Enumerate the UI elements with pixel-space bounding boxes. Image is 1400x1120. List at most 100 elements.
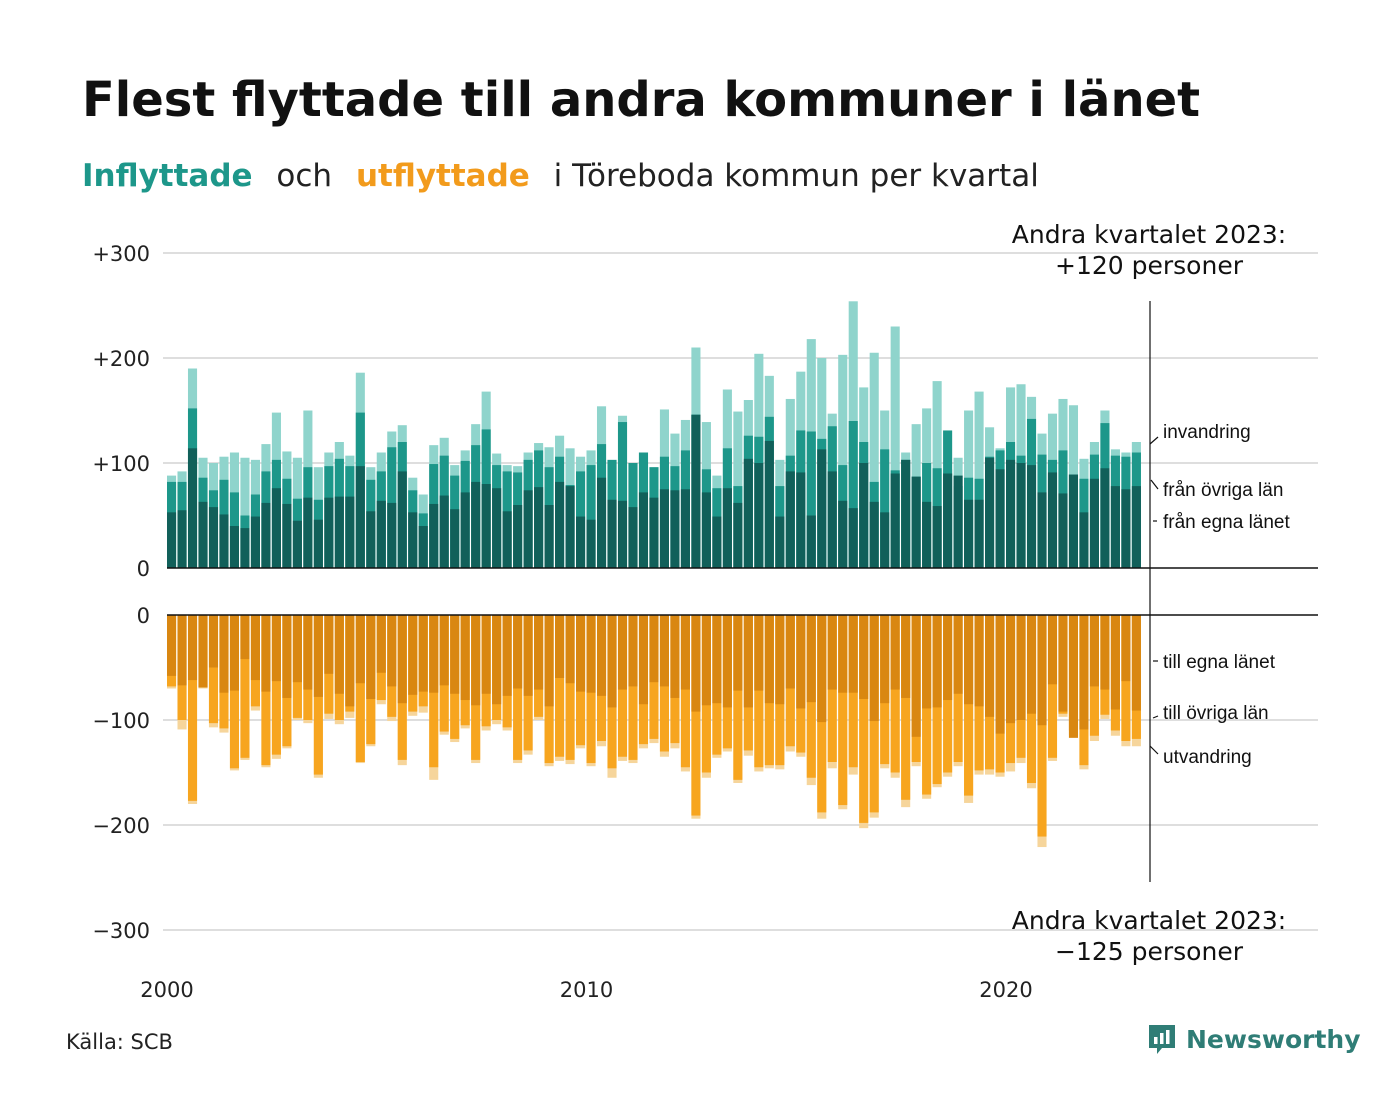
- bar-inflow: [271, 488, 281, 568]
- bar-outflow: [481, 615, 491, 694]
- bar-outflow: [838, 615, 848, 693]
- bar-outflow: [1037, 615, 1047, 726]
- bar-inflow: [471, 481, 481, 568]
- bar-inflow: [523, 490, 533, 568]
- bar-inflow: [292, 520, 302, 568]
- bar-inflow: [544, 505, 554, 568]
- bar-inflow: [785, 471, 795, 568]
- bar-inflow: [617, 500, 628, 568]
- bar-outflow: [701, 615, 711, 706]
- bar-inflow: [177, 510, 187, 568]
- bar-outflow: [964, 615, 974, 705]
- bar-outflow: [250, 615, 260, 681]
- bar-inflow: [534, 487, 544, 568]
- bar-outflow: [429, 615, 439, 693]
- bar-inflow: [880, 449, 890, 568]
- bar-inflow: [890, 326, 900, 568]
- bar-outflow: [649, 615, 659, 683]
- bar-inflow: [324, 497, 334, 568]
- y-tick-label: 0: [137, 557, 150, 581]
- bar-inflow: [974, 499, 984, 568]
- bar-outflow: [743, 615, 753, 708]
- bar-inflow: [576, 516, 586, 568]
- bar-outflow: [240, 615, 250, 660]
- bar-outflow: [1037, 615, 1047, 837]
- bar-inflow: [1110, 486, 1120, 568]
- bar-inflow: [838, 354, 848, 568]
- bar-inflow: [649, 497, 659, 568]
- x-tick-label: 2000: [140, 978, 193, 1000]
- bar-inflow: [429, 503, 439, 568]
- bar-inflow: [376, 500, 386, 568]
- bar-outflow: [187, 615, 198, 681]
- bar-inflow: [964, 499, 974, 568]
- bar-inflow: [859, 463, 869, 568]
- y-tick-label: −300: [92, 919, 150, 943]
- bar-outflow: [282, 615, 292, 698]
- bar-inflow: [408, 512, 418, 568]
- y-tick-label: +200: [92, 347, 150, 371]
- bar-outflow: [408, 615, 418, 695]
- y-tick-label: −100: [92, 709, 150, 733]
- label-leader: [1149, 745, 1159, 755]
- bar-inflow: [387, 502, 397, 568]
- bar-inflow: [722, 488, 732, 568]
- bar-outflow: [890, 615, 900, 690]
- bar-outflow: [534, 615, 544, 690]
- bar-outflow: [355, 615, 365, 762]
- bar-outflow: [1121, 615, 1131, 682]
- newsworthy-logo-icon: [1149, 1025, 1175, 1054]
- bar-inflow: [492, 488, 502, 568]
- bar-inflow: [659, 489, 669, 568]
- bar-inflow: [1089, 478, 1099, 568]
- bar-outflow: [838, 615, 848, 806]
- bar-inflow: [366, 511, 376, 568]
- bar-outflow: [859, 615, 869, 823]
- bar-inflow: [880, 512, 890, 568]
- bar-inflow: [764, 440, 774, 568]
- subtitle-inflyttade: Inflyttade: [82, 158, 253, 194]
- migration-bar-chart: +300 +200 +100 0 0 −100 −200 −300 2000 2010 2020 An…: [92, 220, 1318, 1000]
- bar-inflow: [240, 457, 250, 568]
- bar-inflow: [596, 477, 607, 568]
- bar-outflow: [754, 615, 764, 768]
- bar-outflow: [229, 615, 240, 769]
- bar-outflow: [1006, 615, 1016, 724]
- bar-outflow: [922, 615, 932, 709]
- bar-inflow: [439, 495, 449, 568]
- bar-inflow: [334, 496, 344, 568]
- bar-outflow: [555, 615, 565, 757]
- bar-outflow: [1068, 615, 1079, 738]
- bar-outflow: [659, 615, 669, 687]
- bar-inflow: [229, 526, 240, 568]
- bar-outflow: [964, 615, 974, 796]
- bar-outflow: [974, 615, 984, 707]
- newsworthy-logo: Newsworthy: [1146, 1022, 1361, 1056]
- bar-outflow: [1131, 615, 1141, 711]
- bar-outflow: [754, 615, 764, 691]
- bar-inflow: [691, 414, 701, 568]
- bar-outflow: [355, 615, 365, 684]
- bar-outflow: [1110, 615, 1120, 710]
- bar-outflow: [1089, 615, 1099, 687]
- bar-outflow: [827, 615, 837, 690]
- bar-outflow: [187, 615, 198, 801]
- bar-outflow: [376, 615, 386, 673]
- bar-inflow: [806, 431, 816, 568]
- bar-inflow: [313, 519, 323, 568]
- bar-outflow: [901, 615, 911, 800]
- bar-inflow: [922, 501, 932, 568]
- bar-outflow: [1016, 615, 1026, 720]
- bar-inflow: [460, 492, 470, 568]
- series-label: invandring: [1163, 422, 1251, 443]
- bar-outflow: [261, 615, 271, 692]
- subtitle-utflyttade: utflyttade: [355, 158, 530, 194]
- bar-inflow: [1079, 512, 1089, 568]
- bar-outflow: [733, 615, 743, 780]
- series-label: från övriga län: [1163, 480, 1283, 501]
- source-note: Källa: SCB: [66, 1030, 173, 1054]
- bar-outflow: [712, 615, 722, 704]
- bar-outflow: [229, 615, 240, 691]
- bar-outflow: [943, 615, 953, 701]
- bar-inflow: [911, 476, 921, 568]
